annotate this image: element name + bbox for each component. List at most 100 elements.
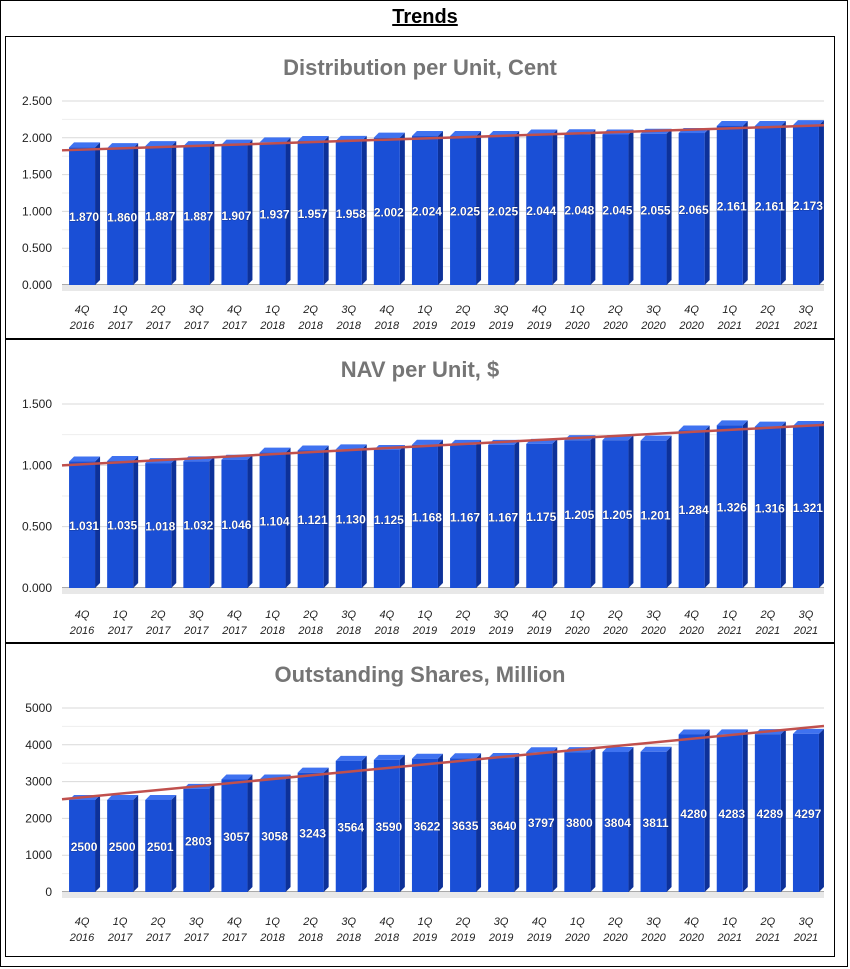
x-tick-label-year: 2017 [183, 320, 209, 332]
bar-front [526, 134, 553, 285]
bar-front [183, 461, 210, 588]
x-tick-label-year: 2020 [564, 625, 590, 637]
x-tick-label-quarter: 1Q [265, 916, 280, 928]
x-tick-label-year: 2020 [678, 625, 704, 637]
chart-panel-nav: NAV per Unit, $ 0.000 0.500 1.000 1.500 1.031… [5, 339, 835, 643]
bar-value-label: 2.048 [564, 204, 594, 218]
x-tick-label-year: 2016 [69, 625, 95, 637]
bar-side [133, 456, 139, 588]
bar-front [488, 135, 515, 285]
bar-value-label: 1.321 [793, 501, 823, 515]
bar-value-label: 2803 [185, 834, 212, 848]
bar-side [323, 445, 329, 588]
x-tick-label-year: 2019 [450, 625, 475, 637]
bar-side [742, 420, 748, 588]
bar-front [297, 772, 324, 892]
x-tick-label-year: 2018 [259, 932, 285, 944]
bar-side [818, 120, 824, 285]
bar-front [602, 752, 629, 892]
x-tick-label-quarter: 3Q [494, 916, 509, 928]
bar [488, 130, 520, 285]
bar-side [476, 753, 482, 892]
bar-top [145, 794, 177, 800]
x-tick-label-quarter: 2Q [302, 609, 318, 621]
chart-title: Distribution per Unit, Cent [283, 55, 557, 80]
bar-value-label: 4289 [756, 807, 783, 821]
bar [411, 439, 443, 588]
bar-value-label: 2.065 [679, 203, 709, 217]
chart-distribution-per-unit: Distribution per Unit, Cent 0.000 0.500 1.0… [22, 55, 825, 332]
bar-side [285, 137, 291, 285]
bar-front [602, 440, 629, 588]
x-tick-label-year: 2019 [412, 625, 437, 637]
bar-side [95, 142, 101, 285]
bar-front [678, 734, 705, 892]
bar-side [514, 439, 520, 588]
bar-value-label: 1.046 [221, 518, 251, 532]
x-tick-label-quarter: 2Q [760, 304, 776, 316]
bar-front [450, 444, 477, 588]
bar-top [450, 130, 482, 136]
x-tick-label-quarter: 1Q [722, 916, 737, 928]
bar-front [145, 146, 172, 285]
bar-top [69, 142, 101, 148]
bar-side [361, 444, 367, 588]
bar-side [780, 421, 786, 588]
x-tick-label-year: 2021 [717, 625, 742, 637]
x-tick-label-quarter: 1Q [418, 304, 433, 316]
x-tick-label-year: 2017 [221, 932, 247, 944]
x-tick-label-quarter: 4Q [380, 916, 395, 928]
bar-front [69, 461, 96, 588]
bar [69, 456, 101, 588]
bar-side [209, 456, 215, 588]
bar-top [259, 137, 291, 143]
x-tick-label-year: 2016 [69, 932, 95, 944]
bar-front [183, 146, 210, 285]
x-tick-label-quarter: 2Q [302, 916, 318, 928]
bar-side [95, 795, 101, 892]
chart-panel-distribution: Distribution per Unit, Cent 0.000 0.500 1.0… [5, 36, 835, 339]
bar-value-label: 1.958 [336, 207, 366, 221]
bar-side [437, 439, 443, 588]
bar-value-label: 3804 [604, 816, 631, 830]
chart-outstanding-shares: Outstanding Shares, Million 0 1000 2000 3000… [25, 662, 825, 944]
bar [602, 129, 634, 285]
x-tick-label-quarter: 1Q [265, 304, 280, 316]
x-tick-label-quarter: 4Q [684, 304, 699, 316]
bar-value-label: 4297 [795, 807, 822, 821]
x-tick-label-year: 2018 [297, 932, 323, 944]
bar [411, 131, 443, 285]
x-tick-label-year: 2021 [755, 320, 780, 332]
chart-title: NAV per Unit, $ [341, 357, 500, 382]
x-tick-label-year: 2017 [145, 625, 171, 637]
bar [450, 753, 482, 892]
bar-side [742, 729, 748, 892]
x-tick-label-quarter: 4Q [227, 609, 242, 621]
bar-top [716, 120, 748, 126]
bar-side [399, 445, 405, 588]
bar [259, 137, 291, 285]
bar-value-label: 1.205 [602, 508, 632, 522]
bar-value-label: 3635 [452, 819, 479, 833]
x-tick-label-year: 2020 [640, 932, 666, 944]
x-tick-label-year: 2019 [488, 625, 513, 637]
bar-value-label: 2.173 [793, 199, 823, 213]
bar-front [335, 449, 362, 588]
bar-value-label: 1.284 [679, 503, 709, 517]
x-tick-label-quarter: 4Q [75, 916, 90, 928]
bar-side [628, 747, 634, 892]
bar-top [526, 747, 558, 753]
bar-top [297, 767, 329, 773]
bar [183, 141, 215, 285]
bar-side [704, 128, 710, 285]
bar-front [450, 758, 477, 892]
bar [678, 128, 710, 285]
bar [488, 439, 520, 588]
bar-front [221, 779, 248, 892]
bar-front [107, 800, 134, 892]
y-tick-label: 3000 [25, 775, 52, 789]
bar-side [514, 753, 520, 892]
x-tick-label-quarter: 2Q [760, 609, 776, 621]
bar-front [640, 440, 667, 588]
y-tick-label: 2.500 [22, 94, 52, 108]
